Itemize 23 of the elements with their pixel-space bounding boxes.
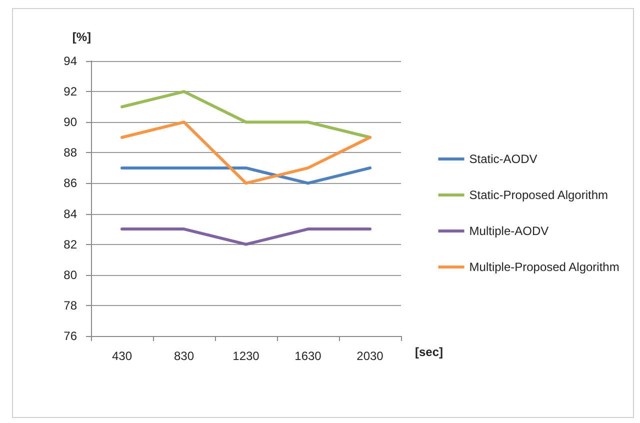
x-tick-label: 1230 [232, 349, 260, 363]
y-tick-label: 90 [64, 115, 78, 130]
y-axis-title: [%] [72, 30, 91, 44]
line-series [120, 90, 372, 139]
legend-label: Multiple-AODV [469, 224, 549, 238]
y-tick-label: 86 [64, 176, 78, 190]
y-tick-label: 78 [64, 298, 78, 312]
x-tick-label: 830 [174, 349, 194, 363]
x-tick-label: 430 [112, 349, 132, 363]
y-tick-label: 94 [64, 54, 78, 68]
x-axis-title: [sec] [415, 345, 444, 359]
line-series [120, 120, 372, 185]
y-tick-label: 84 [64, 206, 78, 221]
legend-label: Static-Proposed Algorithm [469, 188, 608, 202]
x-tick-label: 1630 [294, 349, 322, 363]
y-tick-label: 88 [64, 146, 78, 160]
legend-label: Multiple-Proposed Algorithm [469, 260, 620, 274]
y-tick-label: 80 [64, 268, 78, 282]
y-tick-label: 82 [64, 237, 78, 252]
y-tick-label: 92 [64, 84, 78, 99]
legend-label: Static-AODV [469, 152, 538, 166]
x-tick-label: 2030 [356, 349, 384, 363]
y-tick-label: 76 [64, 329, 78, 343]
